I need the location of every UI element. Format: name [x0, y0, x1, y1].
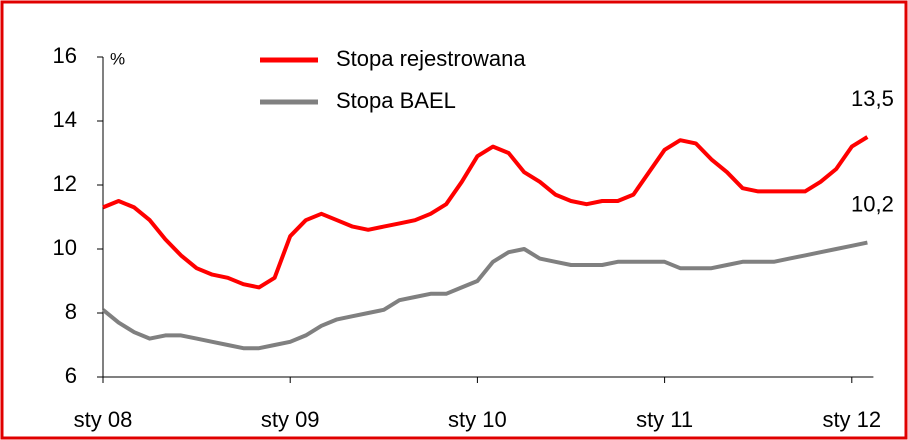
y-tick-label: 6: [65, 363, 77, 388]
series-line: [102, 135, 869, 290]
y-tick-label: 12: [53, 171, 77, 196]
y-tick-label: 10: [53, 235, 77, 260]
y-tick-label: 16: [53, 43, 77, 68]
x-tick-label: sty 10: [448, 407, 507, 432]
y-axis-label: %: [110, 49, 125, 68]
x-tick-label: sty 12: [822, 407, 881, 432]
x-tick-label: sty 08: [74, 407, 133, 432]
x-tick-label: sty 09: [261, 407, 320, 432]
end-label: 10,2: [851, 191, 894, 216]
series-line: [101, 240, 868, 351]
y-tick-label: 14: [53, 107, 77, 132]
end-label: 13,5: [851, 86, 894, 111]
legend-label: Stopa BAEL: [336, 88, 456, 113]
x-tick-label: sty 11: [636, 407, 693, 432]
legend-label: Stopa rejestrowana: [336, 46, 526, 71]
y-tick-label: 8: [65, 299, 77, 324]
